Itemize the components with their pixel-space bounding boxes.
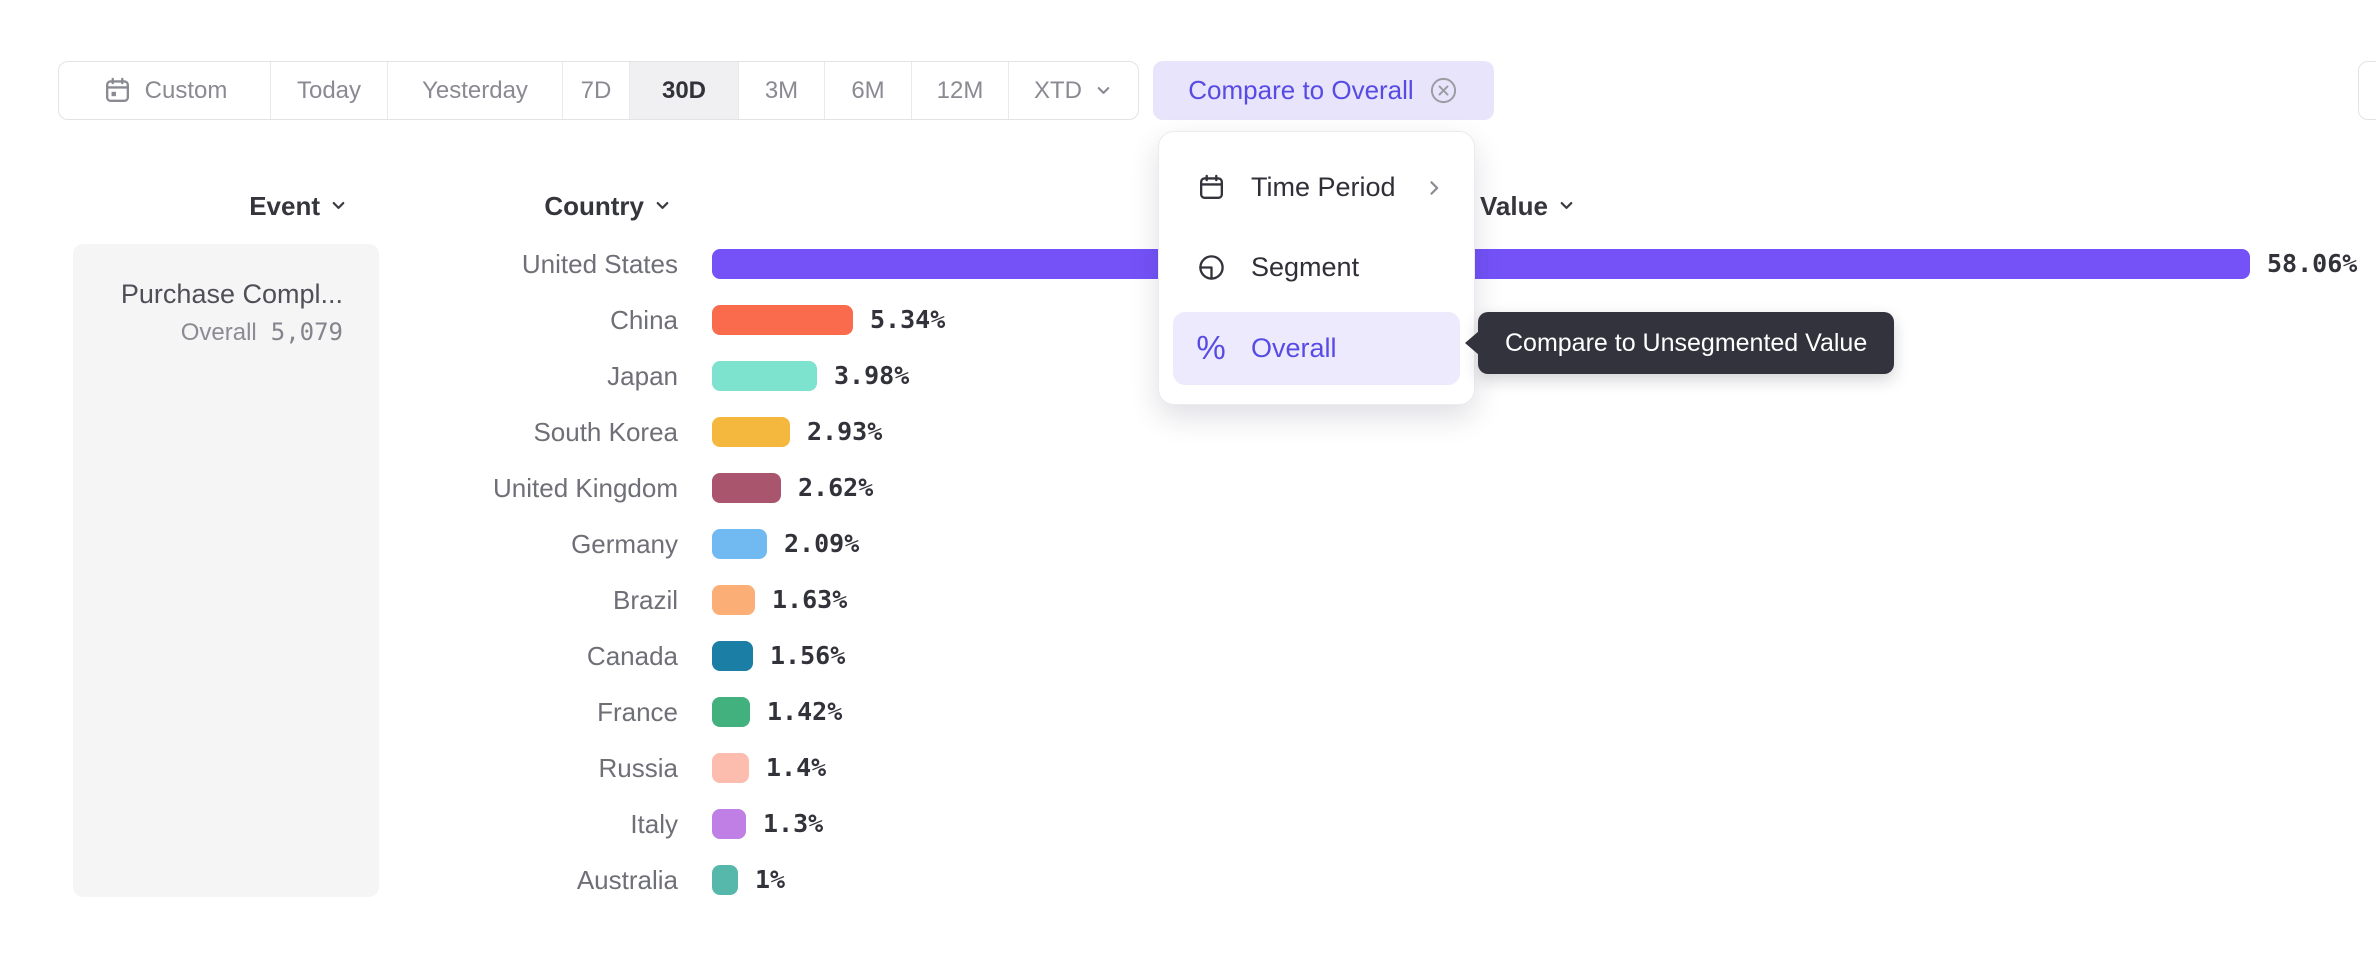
bar-canada[interactable]	[712, 641, 753, 671]
bar-value-china: 5.34%	[870, 305, 946, 334]
bar-value-germany: 2.09%	[784, 529, 860, 558]
overall-label: Overall	[180, 319, 257, 346]
bar-australia[interactable]	[712, 865, 738, 895]
range-30d[interactable]: 30D	[630, 62, 739, 119]
bar-brazil[interactable]	[712, 585, 755, 615]
row-label-germany: Germany	[571, 529, 678, 559]
range-label: Today	[296, 76, 362, 104]
event-card-overall: Overall 5,079	[89, 317, 343, 348]
calendar-icon	[1195, 172, 1227, 203]
bar-value-france: 1.42%	[767, 697, 843, 726]
tooltip-text: Compare to Unsegmented Value	[1505, 328, 1868, 357]
country-column-label: Country	[544, 190, 644, 221]
row-label-south-korea: South Korea	[533, 417, 678, 447]
row-label-canada: Canada	[586, 641, 678, 671]
bar-japan[interactable]	[712, 361, 817, 391]
row-label-france: France	[597, 697, 678, 727]
menu-item-label: Time Period	[1251, 172, 1396, 203]
range-today[interactable]: Today	[271, 62, 388, 119]
compare-to-overall-chip[interactable]: Compare to Overall	[1153, 61, 1494, 120]
bar-russia[interactable]	[712, 753, 749, 783]
chevron-down-icon	[1557, 191, 1576, 222]
row-label-australia: Australia	[576, 865, 678, 895]
bar-value-united-states: 58.06%	[2267, 249, 2358, 278]
event-column-label: Event	[249, 190, 320, 221]
percent-icon: %	[1196, 329, 1226, 367]
range-label: 30D	[661, 76, 707, 104]
time-range-selector: Custom Today Yesterday 7D 30D 3M 6M 12M XTD	[58, 61, 1139, 120]
row-label-united-kingdom: United Kingdom	[493, 473, 678, 503]
overall-value: 5,079	[270, 318, 343, 346]
chevron-down-icon	[1094, 81, 1113, 100]
bar-value-south-korea: 2.93%	[807, 417, 883, 446]
range-label: XTD	[1034, 76, 1082, 104]
chevron-down-icon	[653, 191, 672, 222]
bar-united-kingdom[interactable]	[712, 473, 781, 503]
bar-france[interactable]	[712, 697, 750, 727]
bar-italy[interactable]	[712, 809, 746, 839]
country-column-header[interactable]: Country	[420, 190, 672, 222]
bar-germany[interactable]	[712, 529, 767, 559]
compare-tooltip: Compare to Unsegmented Value	[1478, 312, 1895, 374]
bar-china[interactable]	[712, 305, 853, 335]
row-label-italy: Italy	[630, 809, 678, 839]
bar-south-korea[interactable]	[712, 417, 790, 447]
compare-chip-label: Compare to Overall	[1188, 75, 1414, 105]
range-xtd[interactable]: XTD	[1009, 62, 1138, 119]
bar-value-canada: 1.56%	[770, 641, 846, 670]
row-label-brazil: Brazil	[612, 585, 678, 615]
menu-item-label: Overall	[1251, 332, 1337, 363]
range-yesterday[interactable]: Yesterday	[388, 62, 563, 119]
range-label: 6M	[851, 76, 885, 104]
bar-value-brazil: 1.63%	[772, 585, 848, 614]
bar-value-japan: 3.98%	[834, 361, 910, 390]
row-label-japan: Japan	[607, 361, 678, 391]
menu-item-segment[interactable]: Segment	[1173, 231, 1460, 304]
range-custom[interactable]: Custom	[59, 62, 271, 119]
event-column-header[interactable]: Event	[100, 190, 348, 222]
segment-icon	[1195, 252, 1227, 283]
range-6m[interactable]: 6M	[825, 62, 912, 119]
range-label: Custom	[144, 76, 228, 104]
row-label-china: China	[610, 305, 678, 335]
value-column-header[interactable]: Value	[1480, 190, 1576, 222]
calendar-icon	[1196, 172, 1227, 203]
range-12m[interactable]: 12M	[912, 62, 1009, 119]
compare-dropdown-menu: Time Period Segment% Overall	[1158, 131, 1475, 405]
bar-united-states[interactable]	[712, 249, 2250, 279]
range-label: 12M	[936, 76, 984, 104]
bar-value-australia: 1%	[755, 865, 786, 894]
menu-item-label: Segment	[1251, 252, 1360, 283]
event-card[interactable]: Purchase Compl... Overall 5,079	[73, 244, 379, 897]
calendar-icon	[102, 75, 133, 106]
row-label-united-states: United States	[521, 249, 678, 279]
range-7d[interactable]: 7D	[563, 62, 630, 119]
bar-value-russia: 1.4%	[766, 753, 827, 782]
bar-value-united-kingdom: 2.62%	[798, 473, 874, 502]
chevron-down-icon	[329, 191, 348, 222]
range-label: 3M	[764, 76, 799, 104]
value-column-label: Value	[1480, 190, 1548, 221]
range-3m[interactable]: 3M	[739, 62, 825, 119]
segment-icon	[1196, 252, 1227, 283]
bar-value-italy: 1.3%	[763, 809, 824, 838]
menu-item-time-period[interactable]: Time Period	[1173, 151, 1460, 224]
range-label: Yesterday	[422, 76, 528, 104]
range-label: 7D	[580, 76, 612, 104]
chevron-right-icon	[1424, 178, 1444, 198]
row-label-russia: Russia	[598, 753, 678, 783]
menu-item-overall[interactable]: % Overall	[1173, 311, 1460, 385]
chevron-right-icon	[1424, 178, 1444, 198]
event-card-title: Purchase Compl...	[120, 279, 343, 309]
remove-compare-icon[interactable]	[1428, 75, 1459, 106]
clipped-button-right[interactable]	[2358, 61, 2376, 120]
